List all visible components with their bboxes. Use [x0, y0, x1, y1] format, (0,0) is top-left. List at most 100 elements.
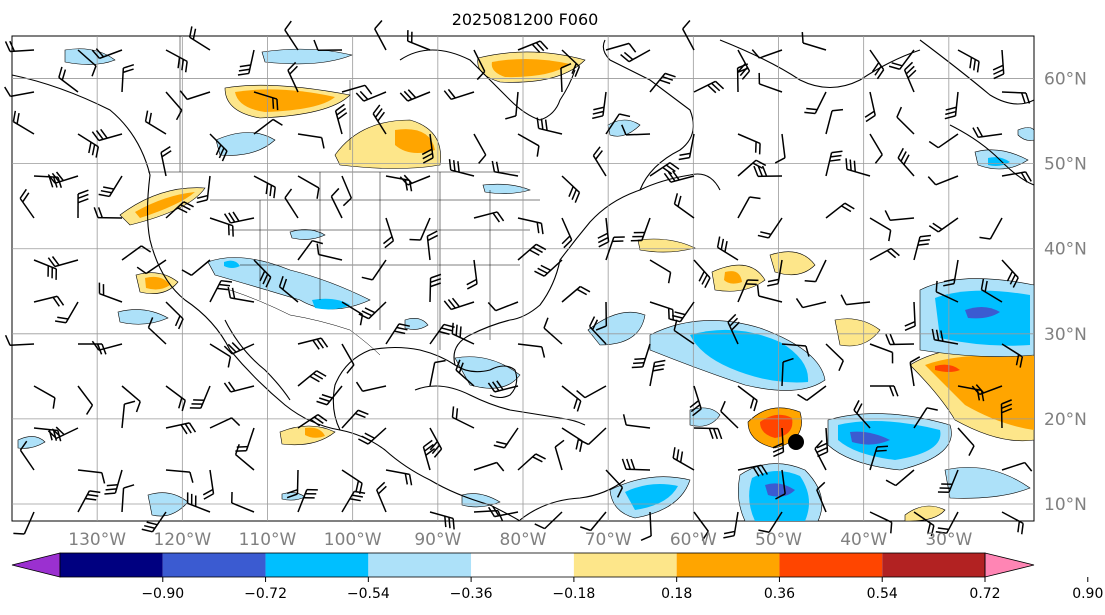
wind-barb [77, 49, 97, 77]
colorbar-tick-label: 0.36 [764, 586, 795, 602]
colorbar-tick-label: 0.90 [1072, 586, 1103, 602]
wind-barb [426, 230, 438, 261]
colorbar-tick-label: 0.72 [969, 586, 1000, 602]
wind-barb [944, 91, 959, 120]
longitude-label: 130°W [68, 530, 126, 550]
wind-barb [689, 385, 702, 417]
wind-barb [77, 469, 106, 484]
wind-barb [673, 319, 695, 345]
wind-barbs [4, 20, 1033, 542]
longitude-label: 70°W [585, 530, 632, 550]
colorbar-segment [265, 553, 369, 577]
wind-barb [376, 481, 387, 513]
wind-barb [869, 511, 893, 534]
wind-barb [330, 187, 343, 219]
coastlines [11, 39, 1035, 522]
wind-barb [693, 259, 711, 289]
wind-barb [421, 133, 434, 164]
wind-barb [781, 343, 810, 357]
wind-barb [93, 207, 123, 219]
wind-barb [209, 133, 228, 162]
latitude-label: 20°N [1044, 410, 1087, 430]
political-boundaries [148, 36, 540, 356]
wind-barb [888, 49, 915, 70]
wind-barb [913, 407, 938, 429]
wind-barb [399, 89, 431, 102]
wind-barb [165, 49, 188, 73]
wind-barb [98, 175, 123, 198]
colorbar-segment [60, 553, 163, 577]
wind-barb [758, 72, 783, 93]
colorbar-tick-label: −0.54 [347, 586, 390, 602]
wind-barb [737, 133, 761, 155]
longitude-label: 120°W [153, 530, 211, 550]
wind-barb [91, 128, 123, 142]
wind-barb [869, 49, 885, 80]
gridlines [12, 36, 1034, 521]
wind-barb [825, 343, 844, 372]
wind-barb [13, 511, 35, 535]
wind-barb [253, 118, 283, 135]
colorbar-tick-label: −0.18 [552, 586, 595, 602]
wind-barb [517, 217, 544, 235]
wind-barb [801, 31, 827, 51]
wind-barb [473, 461, 505, 472]
wind-barb [77, 133, 100, 158]
wind-barb [165, 469, 194, 483]
wind-barb [1001, 259, 1019, 288]
wind-barb [972, 126, 1003, 139]
colorbar-tick-label: −0.72 [244, 586, 287, 602]
wind-barb [487, 380, 519, 393]
wind-barb [561, 385, 582, 412]
wind-barb [517, 40, 549, 53]
wind-barb [121, 64, 135, 93]
wind-barb [91, 48, 123, 60]
wind-barb [316, 385, 343, 406]
wind-barb [341, 409, 369, 429]
wind-barb [534, 259, 563, 277]
wind-barb [620, 49, 651, 63]
wind-barb [284, 188, 299, 219]
wind-barb [825, 108, 844, 135]
wind-barb [534, 511, 563, 530]
wind-barb [165, 422, 197, 435]
wind-barb [751, 49, 783, 59]
wind-barb [561, 217, 573, 249]
colorbar-outline [59, 552, 986, 578]
wind-barb [649, 259, 672, 284]
wind-barb [554, 439, 565, 471]
wind-barb [935, 511, 959, 534]
map-title: 2025081200 F060 [451, 10, 599, 29]
wind-barb [561, 427, 583, 452]
wind-barb [1001, 511, 1024, 535]
wind-barb [804, 91, 827, 115]
wind-barb [286, 469, 299, 499]
wind-barb [297, 337, 329, 350]
wind-barb [77, 490, 101, 513]
wind-barb [284, 20, 299, 51]
wind-barb [313, 39, 343, 51]
wind-barb [358, 427, 387, 445]
wind-barb [605, 469, 624, 498]
wind-barb [845, 158, 871, 177]
storm-center-marker [788, 434, 804, 450]
wind-barb [853, 400, 871, 429]
wind-barb [621, 458, 651, 471]
wind-barb [580, 511, 607, 532]
wind-barb [903, 61, 917, 93]
wind-barb [737, 279, 759, 303]
wind-barb [597, 217, 610, 248]
wind-barb [772, 427, 785, 458]
wind-barb [385, 469, 413, 486]
wind-barb [473, 211, 505, 223]
colorbar-tick-label: 0.54 [867, 586, 898, 602]
wind-barb [121, 484, 135, 513]
wind-barb [693, 427, 723, 440]
wind-barb [795, 298, 827, 309]
wind-barb [1000, 399, 1013, 429]
colorbar-tick-label: −0.90 [141, 586, 184, 602]
wind-barb [209, 343, 232, 368]
wind-barb [451, 406, 475, 429]
wind-barb [885, 333, 915, 346]
